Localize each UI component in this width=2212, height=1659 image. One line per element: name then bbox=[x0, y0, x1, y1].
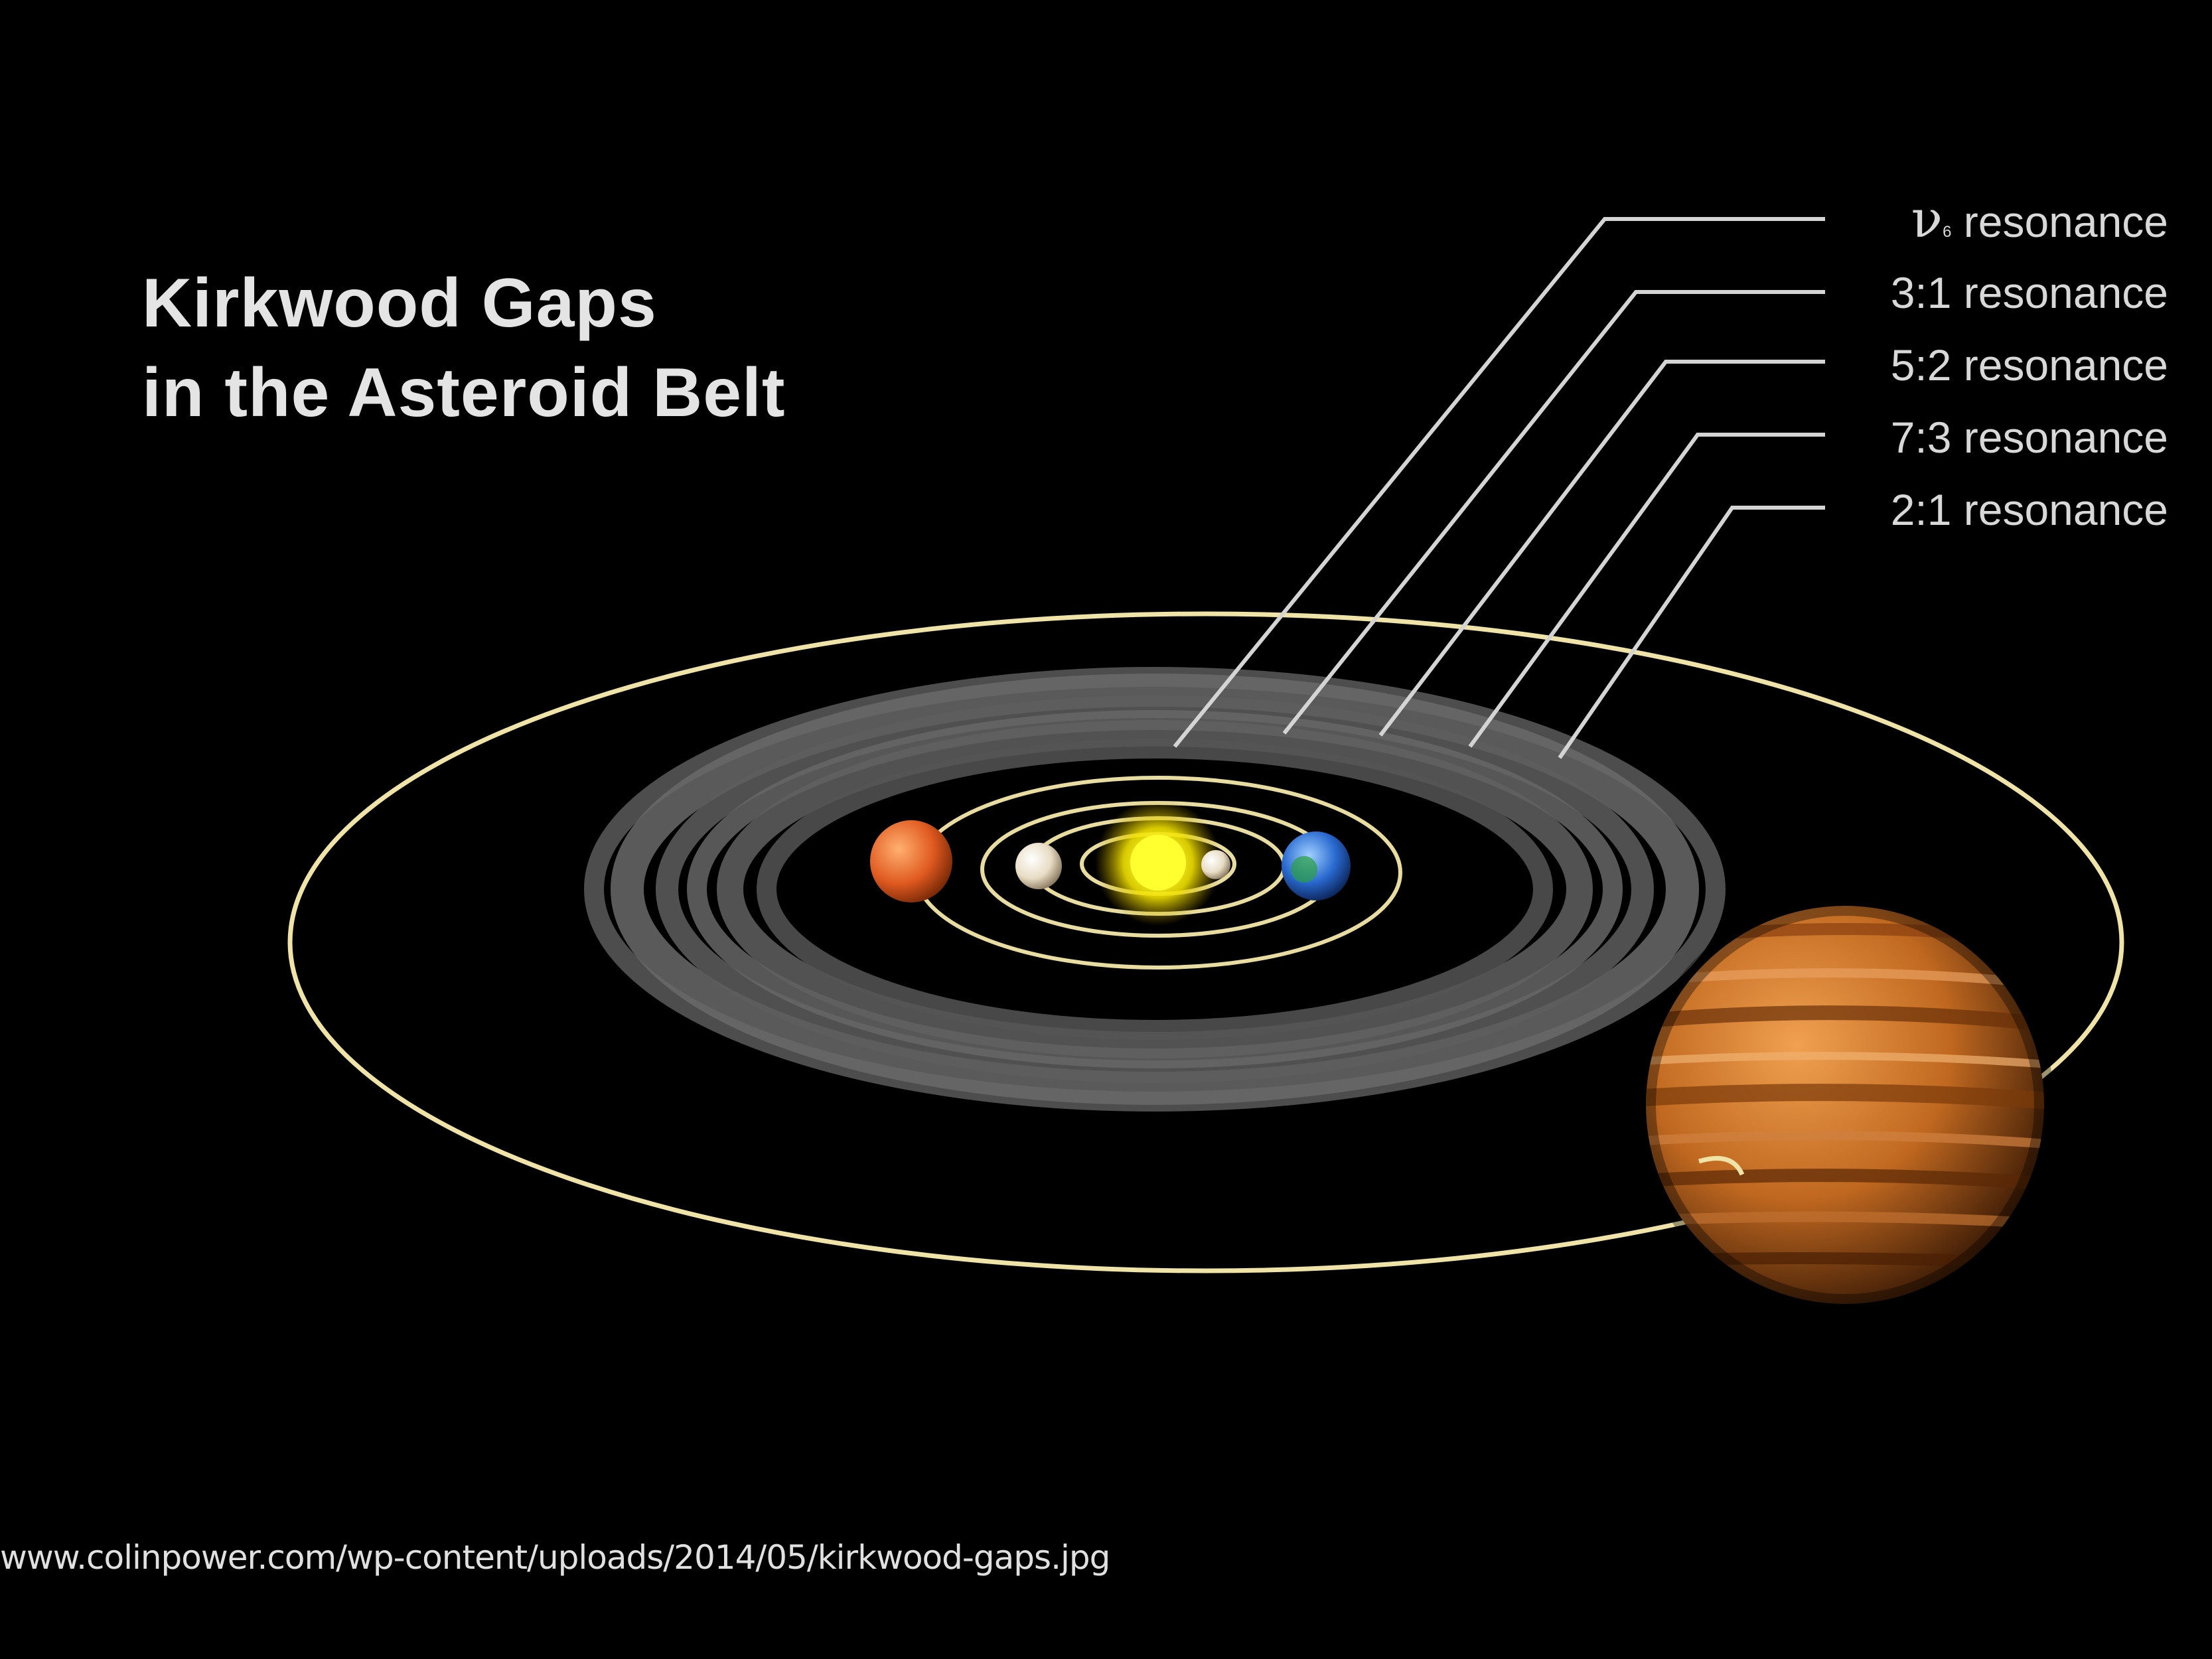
nu6-label-text: resonance bbox=[1951, 197, 2168, 246]
leader-line-3-1 bbox=[1282, 290, 1825, 735]
leader-line-nu6 bbox=[1173, 217, 1825, 748]
resonance-leader-lines bbox=[1173, 217, 1825, 759]
title-line-2: in the Asteroid Belt bbox=[142, 354, 786, 431]
label-5-2-resonance: 5:2 resonance bbox=[1890, 340, 2168, 390]
label-3-1-resonance: 3:1 resonance bbox=[1890, 268, 2168, 317]
asteroid-belt bbox=[584, 667, 1726, 1112]
label-nu6-resonance: ν6 resonance bbox=[1911, 194, 2168, 246]
nu-subscript: 6 bbox=[1943, 223, 1952, 241]
nu-symbol: ν bbox=[1911, 190, 1943, 250]
title-line-1: Kirkwood Gaps bbox=[142, 265, 657, 342]
mercury bbox=[1201, 850, 1230, 879]
jupiter bbox=[1636, 896, 2054, 1314]
label-2-1-resonance: 2:1 resonance bbox=[1890, 485, 2168, 534]
venus bbox=[1015, 843, 1062, 889]
jupiter-orbit bbox=[287, 611, 2124, 1273]
leader-line-2-1 bbox=[1558, 506, 1825, 759]
source-url: www.colinpower.com/wp-content/uploads/20… bbox=[0, 1538, 1110, 1577]
mars bbox=[870, 820, 952, 902]
leader-line-5-2 bbox=[1378, 360, 1825, 737]
leader-line-7-3 bbox=[1468, 433, 1825, 748]
label-7-3-resonance: 7:3 resonance bbox=[1890, 413, 2168, 462]
